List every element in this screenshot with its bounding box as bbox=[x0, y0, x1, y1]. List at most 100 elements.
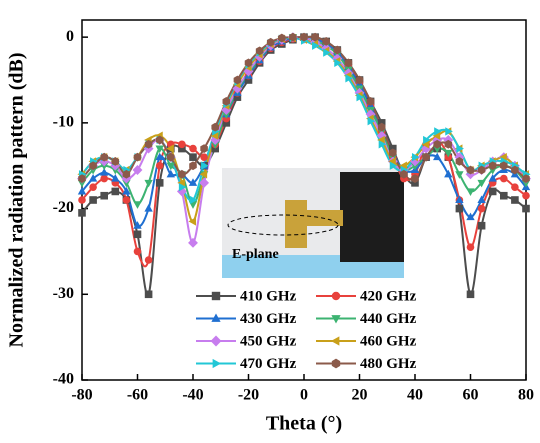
marker bbox=[189, 153, 197, 161]
marker bbox=[355, 75, 364, 85]
marker bbox=[500, 174, 508, 183]
legend-label: 450 GHz bbox=[240, 333, 297, 349]
y-tick-label: -30 bbox=[53, 285, 74, 302]
x-tick-label: 0 bbox=[300, 387, 308, 404]
marker bbox=[189, 195, 198, 205]
marker bbox=[78, 174, 86, 183]
marker bbox=[178, 169, 186, 179]
marker bbox=[188, 217, 197, 226]
marker bbox=[166, 162, 175, 171]
marker bbox=[78, 209, 86, 217]
marker bbox=[122, 169, 131, 179]
marker bbox=[500, 161, 508, 171]
x-tick-label: 60 bbox=[463, 387, 479, 404]
marker bbox=[188, 237, 198, 248]
marker bbox=[278, 33, 286, 43]
marker bbox=[222, 111, 231, 119]
marker bbox=[144, 256, 153, 264]
marker bbox=[122, 196, 131, 204]
x-axis-label: Theta (°) bbox=[266, 413, 342, 435]
marker bbox=[111, 166, 120, 175]
plot-area bbox=[77, 32, 531, 299]
marker bbox=[422, 152, 430, 162]
x-tick-label: -20 bbox=[238, 387, 259, 404]
legend-label: 480 GHz bbox=[360, 356, 417, 372]
marker bbox=[444, 149, 453, 158]
marker bbox=[199, 170, 208, 179]
marker bbox=[330, 336, 340, 346]
legend: 410 GHz 420 GHz 430 GHz 440 GHz 450 GHz 460 G… bbox=[196, 288, 417, 372]
marker bbox=[200, 144, 208, 153]
marker bbox=[331, 291, 341, 301]
marker bbox=[155, 179, 164, 187]
legend-label: 460 GHz bbox=[360, 333, 417, 349]
marker bbox=[167, 152, 175, 162]
inset-block bbox=[340, 172, 404, 262]
marker bbox=[100, 152, 108, 162]
marker bbox=[266, 37, 275, 47]
marker bbox=[421, 140, 430, 149]
marker bbox=[111, 174, 120, 182]
marker bbox=[466, 290, 475, 299]
y-tick-label: 0 bbox=[66, 28, 74, 45]
marker bbox=[100, 191, 108, 200]
inset-arrow bbox=[227, 214, 339, 236]
marker bbox=[177, 178, 185, 188]
marker bbox=[77, 186, 87, 195]
marker bbox=[511, 165, 519, 175]
marker bbox=[166, 169, 175, 178]
marker bbox=[455, 204, 464, 213]
marker bbox=[133, 152, 142, 162]
marker bbox=[233, 93, 242, 101]
marker bbox=[312, 41, 320, 50]
legend-label: 430 GHz bbox=[240, 311, 297, 327]
marker bbox=[423, 135, 431, 145]
marker bbox=[155, 145, 164, 154]
marker bbox=[199, 177, 210, 188]
y-axis-label: Normalized radiation pattern (dB) bbox=[6, 53, 28, 348]
marker bbox=[244, 58, 253, 68]
marker bbox=[189, 144, 197, 153]
marker bbox=[455, 157, 464, 166]
marker bbox=[389, 161, 398, 170]
marker bbox=[89, 161, 97, 171]
marker bbox=[178, 182, 187, 192]
marker bbox=[477, 179, 486, 188]
x-tick-label: -40 bbox=[182, 387, 203, 404]
marker bbox=[378, 140, 387, 149]
marker bbox=[111, 187, 120, 196]
marker bbox=[155, 161, 164, 170]
marker bbox=[333, 45, 342, 55]
legend-label: 470 GHz bbox=[240, 356, 297, 372]
marker bbox=[400, 169, 408, 179]
marker bbox=[522, 174, 530, 183]
marker bbox=[100, 162, 109, 171]
marker bbox=[331, 315, 341, 324]
marker bbox=[477, 195, 486, 204]
marker bbox=[323, 48, 331, 57]
marker bbox=[389, 148, 397, 158]
marker bbox=[399, 161, 407, 170]
marker bbox=[477, 221, 486, 230]
marker bbox=[122, 179, 131, 188]
marker bbox=[300, 32, 308, 42]
marker bbox=[444, 169, 453, 178]
marker bbox=[89, 196, 97, 204]
inset-board bbox=[285, 200, 307, 248]
marker bbox=[377, 135, 385, 145]
marker bbox=[522, 191, 530, 200]
x-tick-label: -60 bbox=[127, 387, 148, 404]
annotation: E-plane bbox=[232, 247, 279, 262]
marker bbox=[488, 174, 497, 182]
marker bbox=[455, 171, 464, 179]
marker bbox=[212, 358, 222, 369]
marker bbox=[201, 161, 209, 170]
marker bbox=[211, 291, 221, 301]
marker bbox=[178, 144, 186, 153]
marker bbox=[444, 139, 453, 149]
marker bbox=[133, 221, 142, 229]
marker bbox=[222, 119, 231, 127]
marker bbox=[311, 32, 319, 42]
marker bbox=[88, 174, 98, 182]
marker bbox=[188, 178, 198, 186]
